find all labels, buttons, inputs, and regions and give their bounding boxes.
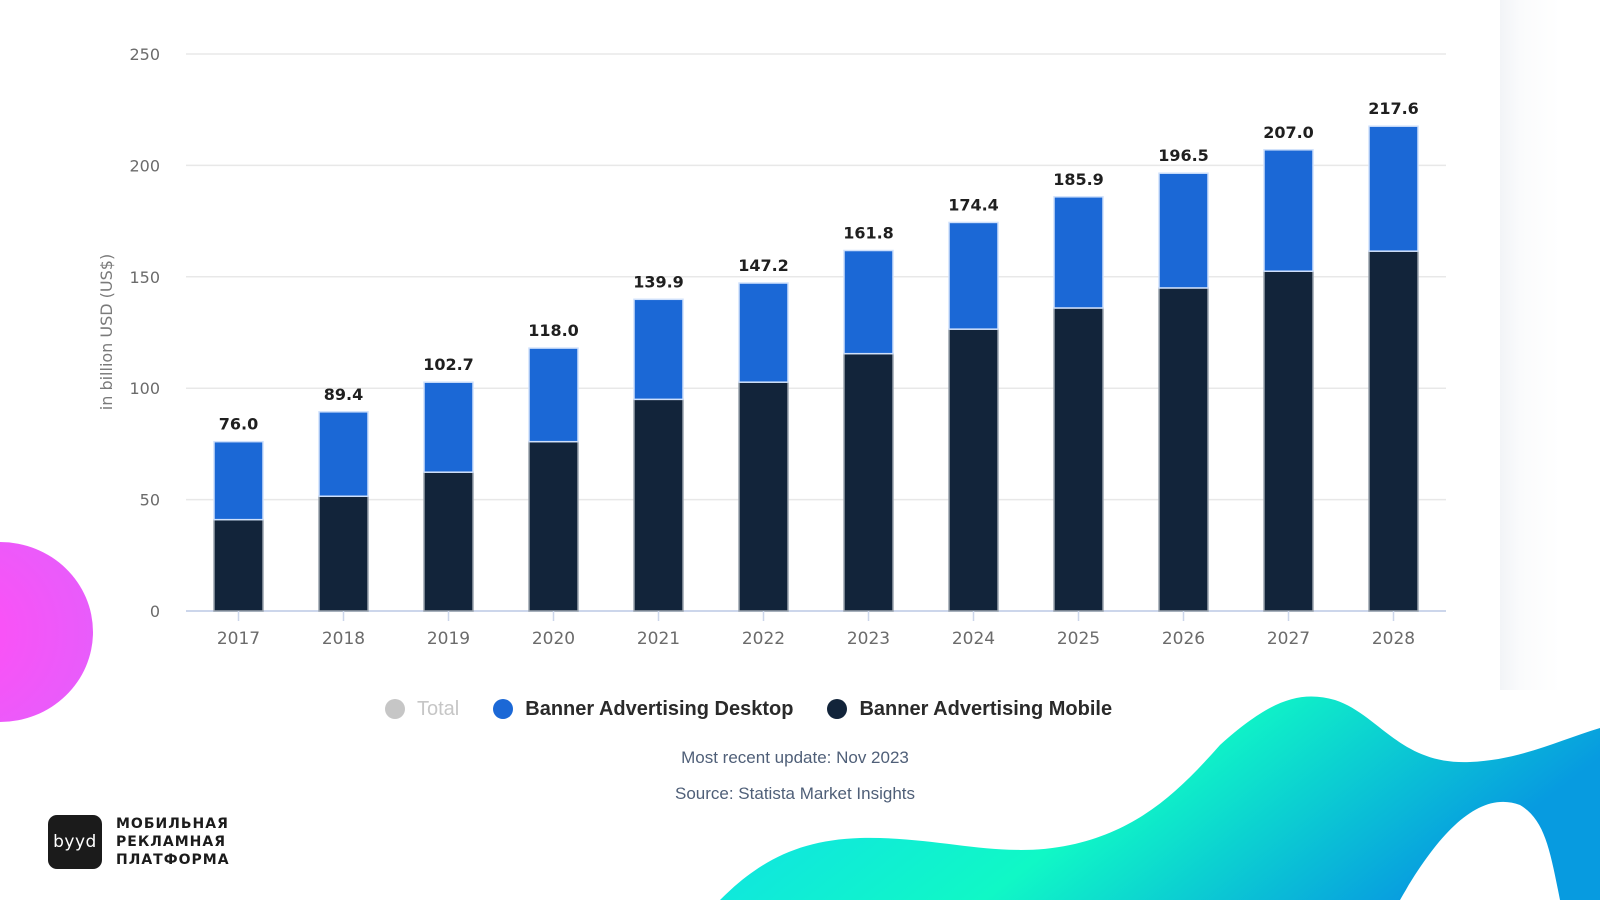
bar-segment-desktop[interactable] xyxy=(318,411,369,498)
bar-segment-desktop[interactable] xyxy=(213,440,264,521)
bar-segment-desktop[interactable] xyxy=(948,221,999,330)
legend-item-mobile[interactable]: Banner Advertising Mobile xyxy=(827,698,1112,721)
y-tick-label: 100 xyxy=(129,379,160,398)
x-tick-label: 2021 xyxy=(637,629,680,649)
bar-segment-desktop[interactable] xyxy=(1158,172,1209,289)
legend-label: Banner Advertising Mobile xyxy=(859,697,1113,720)
bar-segment-mobile[interactable] xyxy=(1263,270,1314,612)
x-tick-label: 2023 xyxy=(847,629,890,649)
bar-segment-mobile[interactable] xyxy=(318,495,369,612)
bars xyxy=(213,125,1419,612)
bar-segment-mobile[interactable] xyxy=(1368,250,1419,612)
total-data-label: 102.7 xyxy=(423,355,474,374)
x-tick-label: 2019 xyxy=(427,629,470,649)
bar-segment-desktop[interactable] xyxy=(843,249,894,355)
total-data-label: 89.4 xyxy=(324,385,363,404)
bar-segment-mobile[interactable] xyxy=(528,440,579,612)
source-note[interactable]: Source: Statista Market Insights xyxy=(675,784,915,803)
legend-dot-desktop-icon xyxy=(493,699,514,719)
y-axis-title: in billion USD (US$) xyxy=(97,254,116,410)
gridlines xyxy=(186,53,1446,612)
brand-tagline: МОБИЛЬНАЯ РЕКЛАМНАЯ ПЛАТФОРМА xyxy=(116,815,230,869)
total-data-label: 118.0 xyxy=(528,321,579,340)
y-tick-label: 0 xyxy=(150,602,160,621)
bar-segment-mobile[interactable] xyxy=(1158,287,1209,612)
x-tick-label: 2022 xyxy=(742,629,785,649)
x-tick-label: 2025 xyxy=(1057,629,1100,649)
y-tick-label: 200 xyxy=(129,156,160,175)
total-data-label: 207.0 xyxy=(1263,123,1314,142)
legend-item-total[interactable]: Total xyxy=(385,698,459,721)
bar-segment-desktop[interactable] xyxy=(528,347,579,443)
byyd-logo-icon: byyd xyxy=(48,815,102,869)
chart-legend: Total Banner Advertising Desktop Banner … xyxy=(385,695,1146,723)
x-tick-label: 2017 xyxy=(217,629,260,649)
bar-segment-mobile[interactable] xyxy=(738,381,789,612)
bar-segment-desktop[interactable] xyxy=(1263,149,1314,272)
bar-segment-mobile[interactable] xyxy=(843,352,894,612)
bar-segment-mobile[interactable] xyxy=(948,328,999,612)
x-axis-ticks: 2017 2018 2019 2020 2021 2022 2023 2024 2025 2026… xyxy=(217,611,1415,649)
legend-dot-total-icon xyxy=(385,699,405,719)
data-labels: 76.0 89.4 102.7 118.0 139.9 147.2 161.8 174.4 18… xyxy=(219,99,1419,433)
bar-segment-desktop[interactable] xyxy=(1368,125,1419,252)
bar-segment-desktop[interactable] xyxy=(423,381,474,473)
bar-segment-desktop[interactable] xyxy=(1053,196,1104,309)
tagline-line: ПЛАТФОРМА xyxy=(116,852,230,868)
x-tick-label: 2026 xyxy=(1162,629,1205,649)
y-tick-label: 250 xyxy=(129,45,160,64)
bar-segment-mobile[interactable] xyxy=(633,398,684,612)
x-tick-label: 2018 xyxy=(322,629,365,649)
y-axis-ticks: 0 50 100 150 200 250 xyxy=(129,45,160,621)
legend-label: Banner Advertising Desktop xyxy=(525,697,794,720)
y-tick-label: 50 xyxy=(140,491,160,510)
update-note: Most recent update: Nov 2023 xyxy=(681,748,909,767)
total-data-label: 196.5 xyxy=(1158,146,1209,165)
legend-dot-mobile-icon xyxy=(827,699,848,719)
bar-segment-mobile[interactable] xyxy=(1053,307,1104,612)
tagline-line: РЕКЛАМНАЯ xyxy=(116,834,226,850)
total-data-label: 174.4 xyxy=(948,195,999,214)
x-tick-label: 2028 xyxy=(1372,629,1415,649)
total-data-label: 147.2 xyxy=(738,256,789,275)
brand-logo: byyd МОБИЛЬНАЯ РЕКЛАМНАЯ ПЛАТФОРМА xyxy=(48,815,230,869)
teal-wave-shape xyxy=(720,696,1600,900)
bar-segment-desktop[interactable] xyxy=(633,298,684,401)
bar-segment-mobile[interactable] xyxy=(213,518,264,612)
bar-segment-mobile[interactable] xyxy=(423,471,474,612)
total-data-label: 76.0 xyxy=(219,415,258,434)
legend-item-desktop[interactable]: Banner Advertising Desktop xyxy=(493,698,793,721)
pink-blob-shape xyxy=(0,542,93,722)
total-data-label: 185.9 xyxy=(1053,170,1104,189)
bar-segment-desktop[interactable] xyxy=(738,282,789,383)
stacked-bar-chart: 0 50 100 150 200 250 in billion USD (US$) 76.… xyxy=(97,45,1446,649)
panel-shade xyxy=(1500,0,1600,690)
x-tick-label: 2024 xyxy=(952,629,995,649)
y-tick-label: 150 xyxy=(129,268,160,287)
total-data-label: 139.9 xyxy=(633,272,684,291)
legend-label: Total xyxy=(417,697,460,720)
x-tick-label: 2027 xyxy=(1267,629,1310,649)
x-tick-label: 2020 xyxy=(532,629,575,649)
total-data-label: 161.8 xyxy=(843,224,894,243)
total-data-label: 217.6 xyxy=(1368,99,1419,118)
tagline-line: МОБИЛЬНАЯ xyxy=(116,816,229,832)
